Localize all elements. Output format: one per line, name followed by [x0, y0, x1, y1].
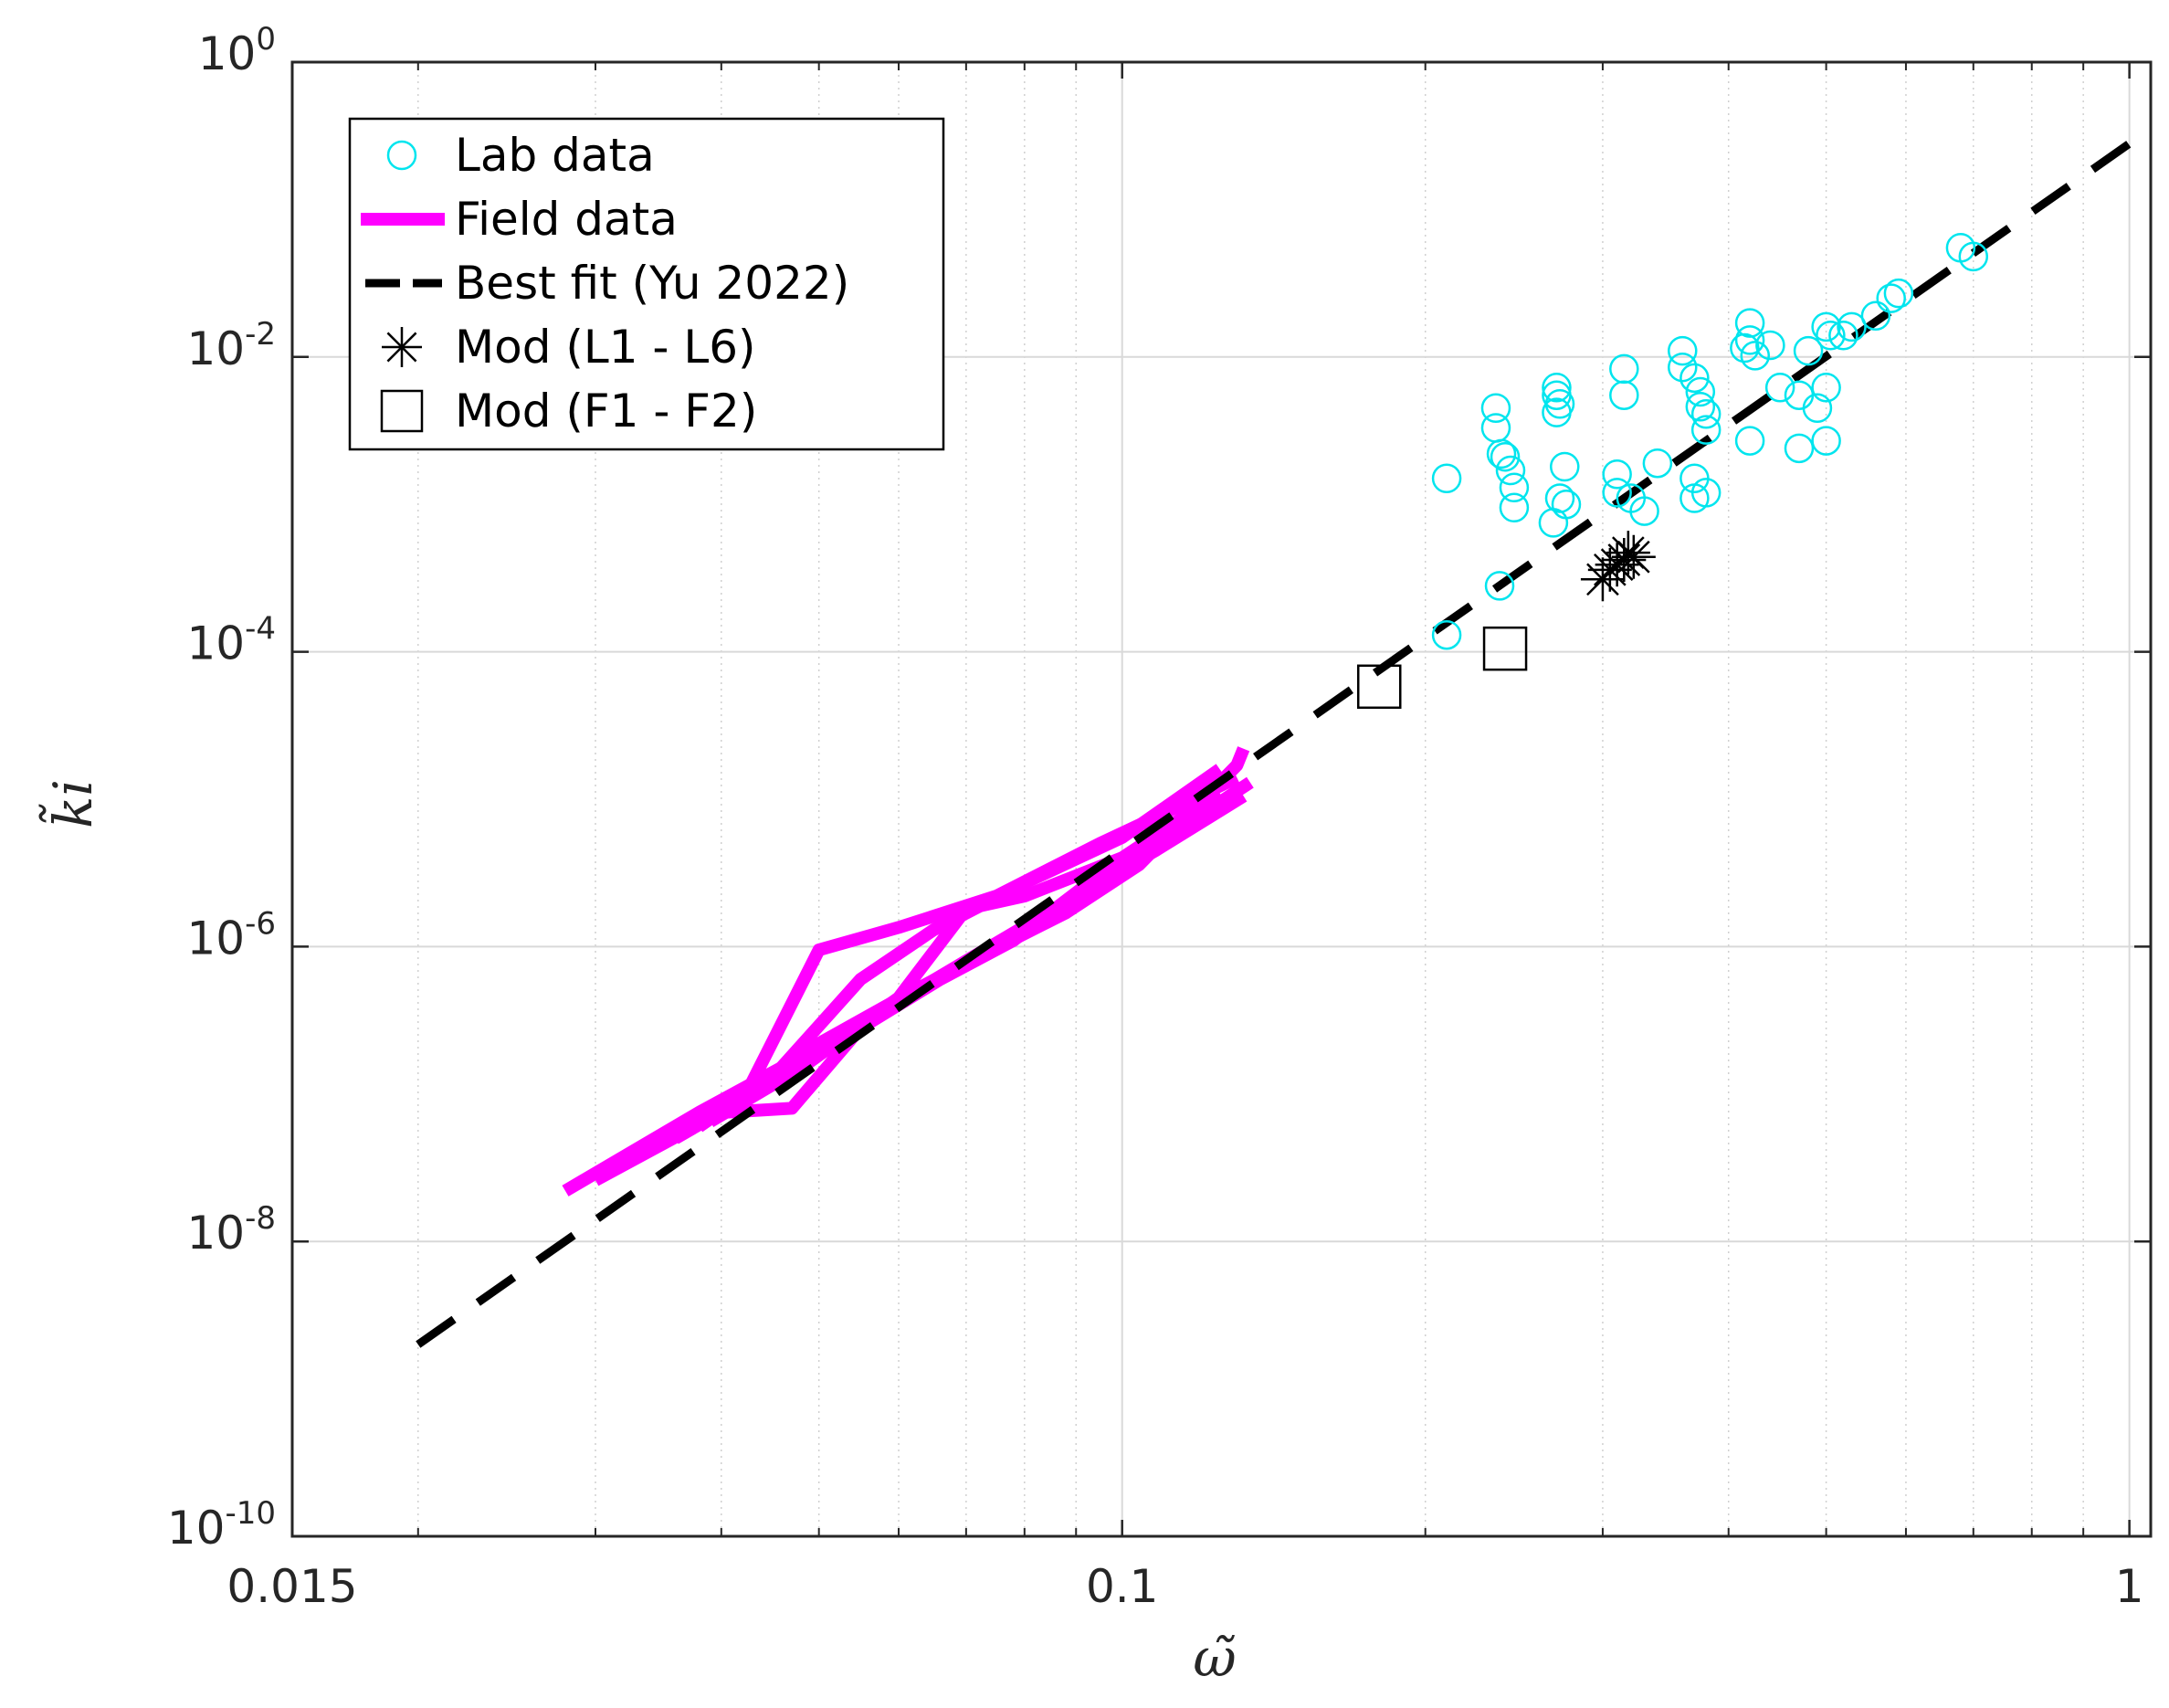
lab-data-point: [1734, 308, 1765, 338]
lab-data-point: [1958, 241, 1989, 272]
lab-data-point: [1486, 438, 1517, 469]
lab-data-point: [1668, 335, 1698, 366]
best-fit-series: [416, 140, 2132, 1348]
legend-square-icon: [380, 389, 424, 433]
lab-data-point: [1616, 483, 1647, 513]
y-tick-label: 10-8: [186, 1200, 276, 1260]
lab-data-point: [1740, 341, 1771, 371]
mod-l-series: [1580, 531, 1656, 602]
lab-data-point: [1538, 508, 1569, 538]
lab-data-point: [1542, 397, 1572, 427]
lab-data-point: [1828, 320, 1858, 351]
lab-data-point: [1764, 373, 1795, 403]
lab-data-point: [1542, 373, 1572, 403]
x-tick-labels: 0.015 0.1 1: [226, 1560, 2143, 1613]
mod-l-point: [1611, 534, 1656, 579]
lab-data-point: [1480, 393, 1511, 424]
lab-data-point: [1484, 571, 1515, 601]
x-tick-label: 1: [2115, 1560, 2144, 1613]
lab-data-point: [1679, 363, 1710, 394]
lab-data-point: [1755, 330, 1785, 361]
lab-data-point: [1668, 352, 1698, 383]
lab-data-point: [1816, 320, 1846, 351]
lab-data-point: [1690, 478, 1722, 508]
lab-data-series: [1431, 233, 1989, 650]
legend-asterisk-icon: [382, 327, 422, 367]
lab-data-point: [1495, 455, 1526, 486]
lab-data-point: [1431, 619, 1462, 650]
lab-data-point: [1784, 433, 1815, 464]
lab-data-point: [1431, 463, 1462, 494]
lab-data-point: [1802, 393, 1833, 424]
lab-data-point: [1602, 459, 1632, 490]
lab-data-point: [1685, 391, 1716, 422]
lab-data-point: [1499, 492, 1530, 523]
y-tick-label: 10-6: [186, 905, 276, 965]
y-tick-label: 10-4: [186, 611, 276, 670]
lab-data-point: [1690, 399, 1722, 429]
legend-label: Mod (L1 - L6): [455, 321, 756, 374]
lab-data-point: [1642, 448, 1673, 479]
lab-data-point: [1734, 426, 1765, 456]
lab-data-point: [1690, 415, 1722, 445]
lab-data-point: [1685, 376, 1716, 407]
minor-gridlines: [417, 62, 2084, 1536]
lab-data-point: [1734, 325, 1765, 355]
legend-label: Best fit (Yu 2022): [455, 257, 849, 310]
best-fit-line: [416, 140, 2132, 1348]
y-tick-label: 100: [198, 21, 276, 80]
lab-data-point: [1837, 311, 1867, 343]
field-data-line: [707, 787, 1224, 1128]
legend-label: Mod (F1 - F2): [455, 385, 757, 438]
y-axis-label: k̃i: [38, 779, 104, 828]
lab-data-point: [1811, 373, 1841, 403]
lab-data-point: [1499, 472, 1530, 503]
legend-label: Lab data: [455, 129, 655, 182]
legend: Lab data Field data Best fit (Yu 2022) Mod …: [348, 117, 945, 451]
lab-data-point: [1876, 283, 1906, 313]
mod-f-series: [1357, 626, 1528, 710]
lab-data-point: [1793, 335, 1824, 366]
lab-data-point: [1811, 426, 1841, 456]
mod-l-point: [1602, 538, 1647, 583]
lab-data-point: [1860, 300, 1891, 332]
lab-data-point: [1883, 278, 1914, 309]
y-tick-label: 10-2: [186, 316, 276, 375]
lab-data-point: [1730, 332, 1760, 364]
legend-box: [348, 117, 945, 451]
asterisk-stroke: [1616, 540, 1650, 574]
lab-data-point: [1609, 380, 1639, 410]
mod-f-point: [1482, 626, 1528, 671]
lab-data-point: [1490, 441, 1521, 472]
legend-label: Field data: [455, 193, 678, 246]
field-data-line: [721, 776, 1254, 1119]
x-tick-label: 0.1: [1086, 1560, 1159, 1613]
lab-data-point: [1550, 451, 1580, 482]
plot-frame: [290, 60, 2153, 1538]
y-tick-labels: 100 10-2 10-4 10-6 10-8 10-10: [167, 21, 276, 1555]
mod-f-point: [1357, 664, 1402, 710]
field-data-series: [562, 746, 1254, 1197]
x-axis-label: ω̃: [1193, 1627, 1236, 1689]
x-tick-label: 0.015: [226, 1560, 357, 1613]
asterisk-stroke: [386, 332, 417, 363]
y-tick-label: 10-10: [167, 1495, 276, 1555]
lab-data-point: [1602, 478, 1632, 508]
legend-circle-icon: [386, 140, 417, 171]
